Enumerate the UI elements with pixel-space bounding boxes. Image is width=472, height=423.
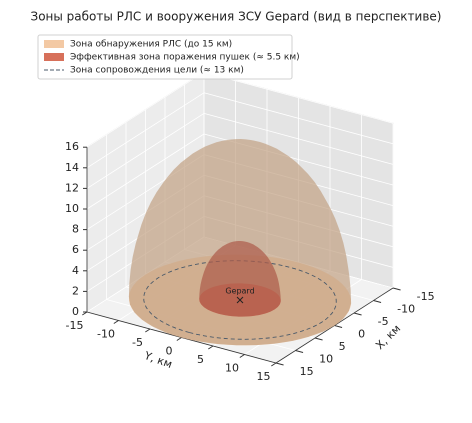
- z-tick-label: 14: [65, 161, 79, 174]
- z-tick-label: 16: [65, 140, 79, 153]
- chart-title: Зоны работы РЛС и вооружения ЗСУ Gepard …: [31, 10, 442, 24]
- z-tick-label: 8: [72, 223, 79, 236]
- x-tick-label: -10: [397, 302, 415, 315]
- y-tick-label: 5: [197, 353, 204, 366]
- x-tick-label: 10: [319, 352, 333, 365]
- x-tick: [334, 325, 343, 329]
- grid-line: [203, 71, 394, 124]
- legend-swatch: [44, 40, 64, 48]
- x-tick: [392, 287, 401, 291]
- legend: Зона обнаружения РЛС (до 15 км) Эффективн…: [37, 34, 300, 80]
- x-tick-label: 15: [300, 365, 314, 378]
- y-tick: [271, 362, 277, 367]
- x-tick: [314, 337, 323, 341]
- x-tick: [295, 350, 304, 354]
- z-tick-label: 12: [65, 181, 79, 194]
- grid-line: [203, 92, 394, 145]
- z-tick-label: 0: [72, 305, 79, 318]
- grid-line: [86, 113, 205, 189]
- zone-dome: [199, 240, 281, 317]
- z-tick-label: 6: [72, 243, 79, 256]
- station-marker: [236, 296, 244, 304]
- y-tick: [82, 311, 88, 316]
- y-tick-label: -10: [97, 328, 115, 341]
- y-tick: [239, 354, 245, 358]
- x-tick: [353, 312, 362, 316]
- legend-box: [37, 34, 293, 80]
- legend-swatch: [44, 53, 64, 61]
- z-tick-label: 4: [72, 264, 79, 277]
- x-tick-label: -15: [417, 290, 435, 303]
- z-tick-label: 10: [65, 202, 79, 215]
- z-tick-label: 2: [72, 284, 79, 297]
- x-tick-label: -5: [378, 315, 389, 328]
- annotation: Gepard: [225, 287, 254, 296]
- x-tick: [373, 300, 382, 304]
- x-tick-label: 0: [358, 327, 365, 340]
- y-tick-label: 15: [257, 370, 271, 383]
- y-tick: [208, 345, 214, 350]
- grid-line: [203, 113, 394, 165]
- legend-label: Зона обнаружения РЛС (до 15 км): [70, 40, 232, 50]
- y-tick: [145, 328, 151, 333]
- y-tick-label: -5: [132, 336, 143, 349]
- grid-line: [86, 133, 205, 210]
- y-tick-label: 10: [225, 362, 239, 375]
- y-tick-label: 0: [166, 345, 173, 358]
- y-tick-label: -15: [66, 319, 84, 332]
- grid-line: [86, 71, 205, 148]
- legend-label: Зона сопровождения цели (≈ 13 км): [70, 66, 244, 76]
- grid-line: [86, 92, 205, 169]
- x-tick-label: 5: [339, 340, 346, 353]
- x-tick: [275, 362, 284, 366]
- y-tick: [176, 337, 182, 341]
- legend-label: Эффективная зона поражения пушек (≈ 5.5 …: [70, 53, 300, 63]
- y-tick: [113, 320, 119, 324]
